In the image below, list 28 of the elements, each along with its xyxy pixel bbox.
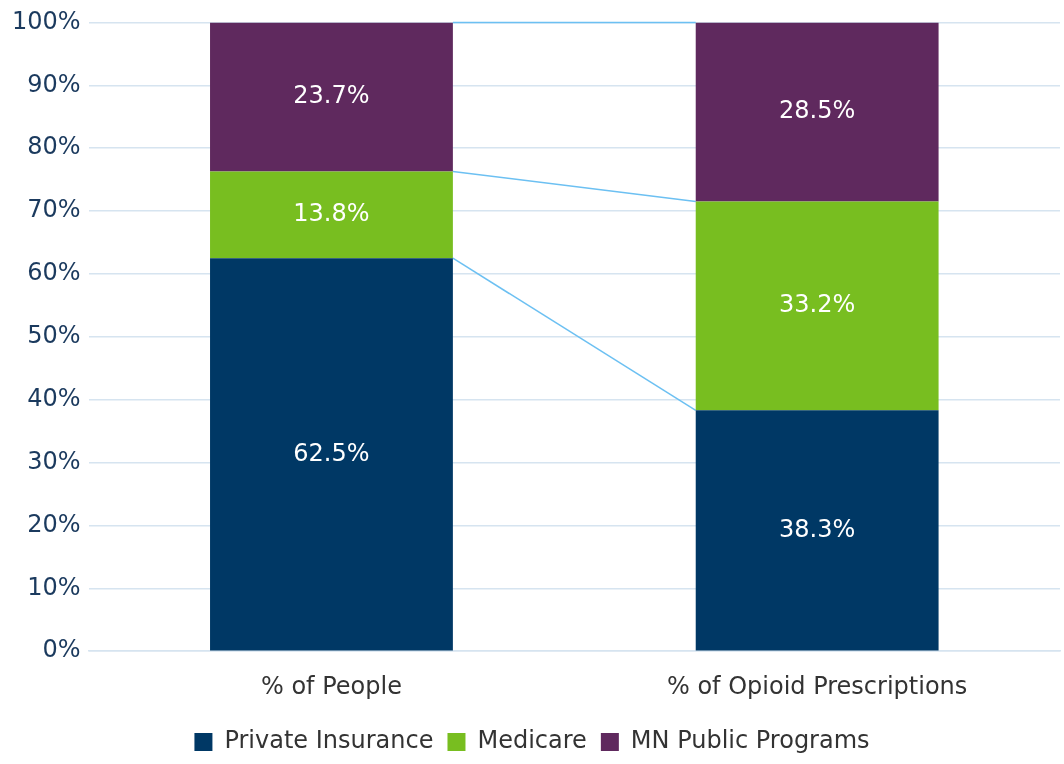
- bar: [695, 201, 939, 411]
- bar: [210, 22, 453, 172]
- bar: [210, 258, 453, 651]
- data-label: 13.8%: [293, 199, 370, 228]
- bar: [695, 22, 939, 202]
- data-label: 38.3%: [779, 514, 856, 543]
- y-tick-label: 70%: [27, 195, 81, 224]
- x-tick-label: % of Opioid Prescriptions: [667, 671, 968, 700]
- data-label: 28.5%: [779, 96, 856, 125]
- y-tick-label: 30%: [27, 446, 81, 475]
- y-tick-label: 80%: [27, 132, 81, 161]
- data-label: 23.7%: [293, 81, 370, 110]
- data-label: 33.2%: [779, 290, 856, 319]
- y-tick-label: 60%: [27, 258, 81, 287]
- x-tick-label: % of People: [260, 671, 402, 700]
- y-tick-label: 20%: [27, 509, 81, 538]
- y-tick-label: 0%: [42, 635, 81, 664]
- bar: [695, 410, 939, 651]
- legend-label: Private Insurance: [224, 726, 434, 755]
- y-tick-label: 50%: [27, 321, 81, 350]
- data-label: 62.5%: [293, 438, 370, 467]
- y-tick-label: 40%: [27, 383, 81, 412]
- y-tick-label: 10%: [27, 572, 81, 601]
- y-tick-label: 90%: [27, 69, 81, 98]
- legend-label: MN Public Programs: [630, 726, 870, 755]
- bar: [210, 171, 453, 259]
- y-tick-label: 100%: [11, 6, 81, 35]
- legend-label: Medicare: [477, 726, 587, 755]
